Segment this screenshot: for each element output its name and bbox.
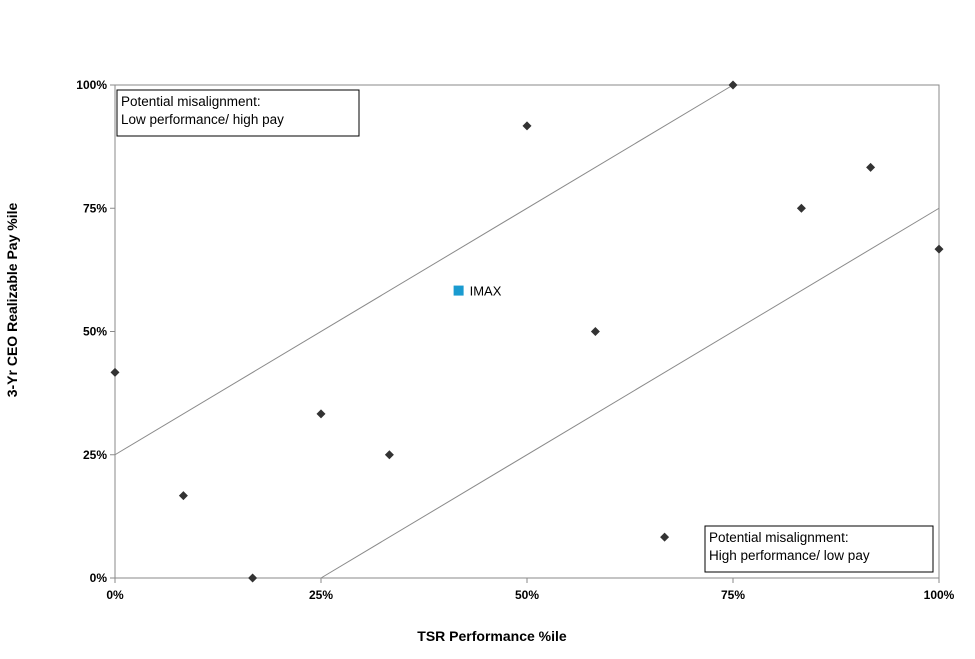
reference-lines	[114, 84, 940, 579]
data-point	[934, 244, 944, 254]
y-tick-label: 25%	[83, 448, 107, 462]
annotation-box-top-left: Potential misalignment: Low performance/…	[116, 89, 360, 137]
data-point	[728, 80, 738, 90]
data-point	[248, 573, 258, 583]
x-tick-label: 100%	[924, 588, 955, 602]
data-point	[866, 162, 876, 172]
data-point	[384, 450, 394, 460]
data-label: IMAX	[470, 284, 502, 299]
annotation-box-top-left-frame	[116, 89, 360, 137]
annotation-text: Low performance/ high pay	[121, 112, 284, 127]
annotation-text: Potential misalignment:	[709, 530, 849, 545]
x-tick-label: 0%	[106, 588, 124, 602]
x-tick-label: 75%	[721, 588, 745, 602]
annotation-text: Potential misalignment:	[121, 94, 261, 109]
x-axis-title: TSR Performance %ile	[417, 628, 567, 644]
x-tick-label: 50%	[515, 588, 539, 602]
y-axis-title: 3-Yr CEO Realizable Pay %ile	[4, 203, 20, 398]
data-point	[110, 367, 120, 377]
data-point	[660, 532, 670, 542]
annotation-box-bottom-right-frame	[704, 525, 934, 573]
data-point	[796, 203, 806, 213]
y-axis-ticks: 0% 25% 50% 75% 100%	[76, 78, 115, 585]
annotation-box-bottom-right: Potential misalignment: High performance…	[704, 525, 934, 573]
annotation-text: High performance/ low pay	[709, 548, 870, 563]
data-point	[590, 327, 600, 336]
y-tick-label: 0%	[90, 571, 108, 585]
reference-line-2	[320, 207, 940, 579]
x-axis-ticks: 0% 25% 50% 75% 100%	[106, 578, 955, 602]
x-tick-label: 25%	[309, 588, 333, 602]
data-point	[178, 491, 188, 501]
y-tick-label: 100%	[76, 78, 107, 92]
data-point	[316, 409, 326, 419]
y-tick-label: 75%	[83, 201, 107, 215]
data-points: IMAX	[110, 80, 944, 583]
y-tick-label: 50%	[83, 325, 107, 339]
data-point	[522, 121, 532, 131]
plot-area-frame	[114, 84, 940, 579]
data-point-highlight	[453, 285, 464, 296]
reference-line-1	[114, 84, 734, 456]
